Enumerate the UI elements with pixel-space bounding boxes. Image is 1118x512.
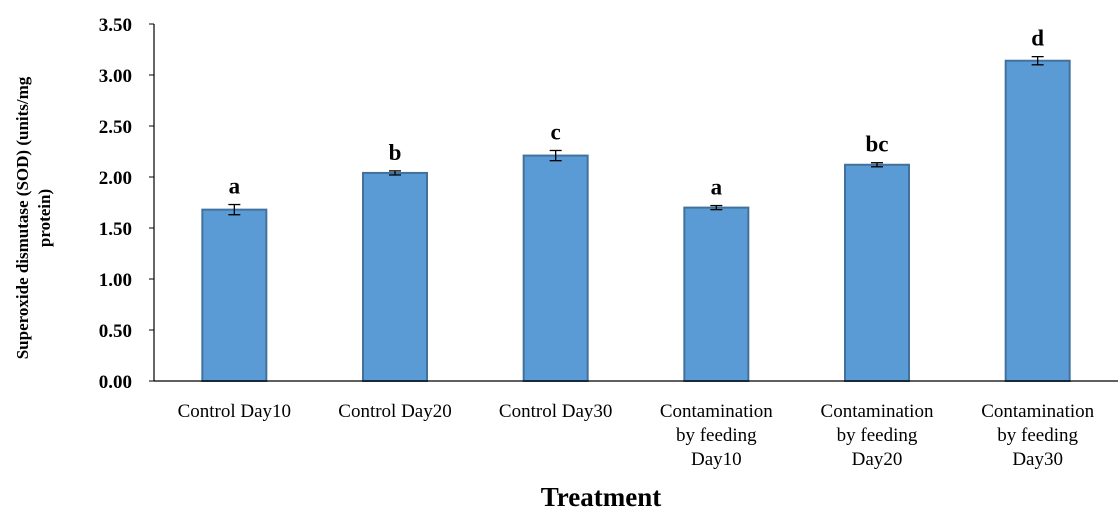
- x-tick-label-line: Control Day30: [499, 401, 612, 422]
- axes-group: [153, 24, 1118, 382]
- y-axis-title-group: Superoxide dismutase (SOD) (units/mg prot…: [13, 76, 54, 359]
- x-tick-label: Control Day10: [178, 401, 291, 422]
- significance-label: d: [1031, 26, 1044, 51]
- x-tick-label-line: Contamination: [660, 401, 773, 422]
- y-tick-label: 1.00: [99, 270, 132, 291]
- x-tick-label: Contamination by feeding Day10: [660, 401, 773, 470]
- x-tick-label-line: Control Day10: [178, 401, 291, 422]
- y-tick-label: 3.00: [99, 66, 132, 87]
- x-tick-label-line: Day10: [691, 449, 742, 470]
- y-axis-ticks: 0.00 0.50 1.00 1.50 2.00 2.50 3.00 3.50: [99, 15, 154, 393]
- x-tick-label-line: by feeding: [997, 425, 1078, 446]
- y-tick-label: 2.50: [99, 117, 132, 138]
- bar: [844, 163, 910, 382]
- significance-label: b: [389, 140, 402, 165]
- y-tick-label: 0.50: [99, 321, 132, 342]
- y-tick-label: 1.50: [99, 219, 132, 240]
- x-tick-label-line: Contamination: [981, 401, 1094, 422]
- x-tick-label: Contamination by feeding Day30: [981, 401, 1094, 470]
- x-axis-category-labels: Control Day10 Control Day20 Control Day30 C…: [178, 401, 1095, 470]
- bar: [683, 206, 750, 382]
- bar: [362, 171, 428, 382]
- y-tick-label: 0.00: [99, 372, 132, 393]
- y-tick-label: 2.00: [99, 168, 132, 189]
- significance-label: a: [711, 175, 723, 200]
- x-tick-label-line: by feeding: [676, 425, 757, 446]
- bar: [201, 208, 268, 382]
- x-tick-label-line: by feeding: [837, 425, 918, 446]
- significance-label: c: [551, 119, 561, 144]
- bar: [522, 154, 589, 382]
- x-tick-label-line: Control Day20: [338, 401, 451, 422]
- x-tick-label: Contamination by feeding Day20: [821, 401, 934, 470]
- x-tick-label: Control Day30: [499, 401, 612, 422]
- y-tick-label: 3.50: [99, 15, 132, 36]
- significance-label: bc: [866, 132, 889, 157]
- x-axis-title: Treatment: [541, 482, 661, 512]
- y-axis-title-line: protein): [35, 189, 54, 247]
- x-tick-label-line: Contamination: [821, 401, 934, 422]
- x-tick-label: Control Day20: [338, 401, 451, 422]
- bar: [1004, 59, 1071, 382]
- x-tick-label-line: Day30: [1012, 449, 1063, 470]
- y-axis-title: Superoxide dismutase (SOD) (units/mg prot…: [13, 76, 54, 359]
- y-axis-title-line: Superoxide dismutase (SOD) (units/mg: [13, 76, 32, 359]
- significance-label: a: [229, 174, 241, 199]
- x-tick-label-line: Day20: [852, 449, 903, 470]
